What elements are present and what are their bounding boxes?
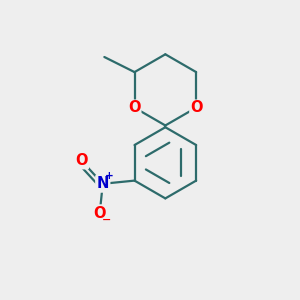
Text: +: + [104,171,113,182]
Text: O: O [75,153,88,168]
Text: N: N [97,176,109,191]
Text: O: O [190,100,203,115]
Text: O: O [94,206,106,221]
Text: −: − [102,214,111,224]
Text: O: O [128,100,141,115]
